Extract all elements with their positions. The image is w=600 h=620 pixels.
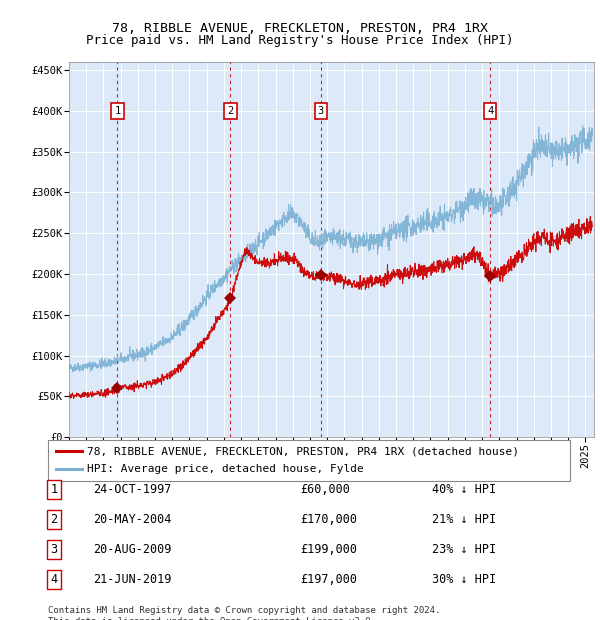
FancyBboxPatch shape [48,440,570,480]
Text: 4: 4 [487,106,493,116]
Text: 40% ↓ HPI: 40% ↓ HPI [432,484,496,496]
Text: 20-AUG-2009: 20-AUG-2009 [93,543,172,556]
Text: 30% ↓ HPI: 30% ↓ HPI [432,573,496,585]
Text: 1: 1 [114,106,121,116]
Text: £170,000: £170,000 [300,513,357,526]
Text: £199,000: £199,000 [300,543,357,556]
Text: 21-JUN-2019: 21-JUN-2019 [93,573,172,585]
Text: 23% ↓ HPI: 23% ↓ HPI [432,543,496,556]
Text: 3: 3 [318,106,324,116]
Text: 20-MAY-2004: 20-MAY-2004 [93,513,172,526]
Text: Price paid vs. HM Land Registry's House Price Index (HPI): Price paid vs. HM Land Registry's House … [86,34,514,47]
Text: £60,000: £60,000 [300,484,350,496]
Text: £197,000: £197,000 [300,573,357,585]
Text: 1: 1 [50,484,58,496]
Text: Contains HM Land Registry data © Crown copyright and database right 2024.
This d: Contains HM Land Registry data © Crown c… [48,606,440,620]
Text: 21% ↓ HPI: 21% ↓ HPI [432,513,496,526]
Text: 78, RIBBLE AVENUE, FRECKLETON, PRESTON, PR4 1RX: 78, RIBBLE AVENUE, FRECKLETON, PRESTON, … [112,22,488,35]
Text: 4: 4 [50,573,58,585]
Text: HPI: Average price, detached house, Fylde: HPI: Average price, detached house, Fyld… [87,464,364,474]
Text: 3: 3 [50,543,58,556]
Text: 78, RIBBLE AVENUE, FRECKLETON, PRESTON, PR4 1RX (detached house): 78, RIBBLE AVENUE, FRECKLETON, PRESTON, … [87,446,519,456]
Text: 24-OCT-1997: 24-OCT-1997 [93,484,172,496]
Text: 2: 2 [50,513,58,526]
Text: 2: 2 [227,106,233,116]
